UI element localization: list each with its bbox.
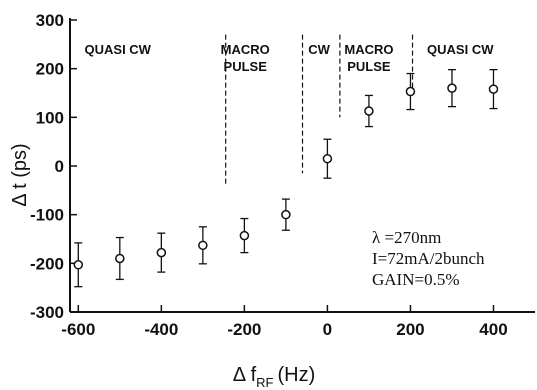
x-axis-label-sub: RF xyxy=(256,375,273,390)
data-point xyxy=(364,106,374,116)
region-label: QUASI CW xyxy=(427,42,494,57)
y-tick-label: 300 xyxy=(36,11,64,30)
region-label: PULSE xyxy=(224,59,268,74)
region-label: PULSE xyxy=(347,59,391,74)
x-axis-label: Δ fRF (Hz) xyxy=(233,364,315,390)
x-tick-label: -200 xyxy=(227,320,261,339)
y-tick-label: 200 xyxy=(36,60,64,79)
region-labels: QUASI CW MACRO PULSE CW MACRO PULSE QUASI CW xyxy=(85,42,495,74)
y-tick-label: -100 xyxy=(30,206,64,225)
data-points xyxy=(73,68,499,288)
data-point xyxy=(73,260,84,270)
x-tick-labels: -600 -400 -200 0 200 400 xyxy=(61,320,507,339)
y-tick-label: -300 xyxy=(30,303,64,322)
annotation-block: λ =270nm I=72mA/2bunch GAIN=0.5% xyxy=(372,228,485,289)
data-point xyxy=(447,83,457,93)
y-axis-label: Δ t (ps) xyxy=(9,143,31,206)
data-point xyxy=(198,240,208,251)
y-tick-label: 0 xyxy=(55,157,64,176)
data-point xyxy=(281,209,291,220)
region-label: MACRO xyxy=(221,42,270,57)
axes xyxy=(69,18,535,313)
data-point xyxy=(239,230,250,241)
region-label: CW xyxy=(308,42,330,57)
x-tick-label: -600 xyxy=(61,320,95,339)
data-point xyxy=(115,253,125,264)
data-point xyxy=(322,153,333,164)
region-label: QUASI CW xyxy=(85,42,152,57)
x-tick-label: 0 xyxy=(323,320,332,339)
data-point xyxy=(156,247,167,258)
region-label: MACRO xyxy=(344,42,393,57)
y-tick-labels: -300 -200 -100 0 100 200 300 xyxy=(30,11,64,322)
x-tick-label: 200 xyxy=(396,320,424,339)
region-boundaries xyxy=(225,34,414,186)
x-axis-label-unit: (Hz) xyxy=(277,364,315,386)
x-tick-label: 400 xyxy=(479,320,507,339)
data-point xyxy=(405,86,416,97)
x-axis-label-main: Δ f xyxy=(233,364,257,386)
y-tick-label: 100 xyxy=(36,108,64,127)
annotation-gain: GAIN=0.5% xyxy=(372,270,460,289)
annotation-current: I=72mA/2bunch xyxy=(372,249,485,268)
annotation-wavelength: λ =270nm xyxy=(372,228,441,247)
data-point xyxy=(488,84,499,94)
y-tick-label: -200 xyxy=(30,254,64,273)
x-tick-label: -400 xyxy=(144,320,178,339)
